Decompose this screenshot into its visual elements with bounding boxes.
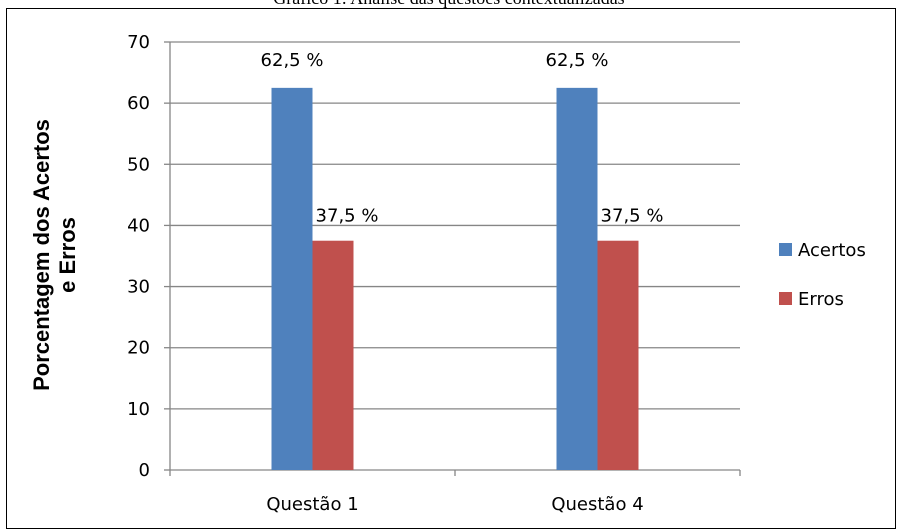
grid-lines: [170, 41, 740, 410]
y-axis-title-group: Porcentagem dos Acertos e Erros: [29, 119, 80, 391]
x-tick-label-1: Questão 4: [551, 494, 643, 515]
data-labels: 62,5 % 37,5 % 62,5 % 37,5 %: [261, 50, 664, 227]
axes: [164, 41, 741, 476]
legend-swatch-acertos: [779, 243, 792, 256]
data-label-acertos-0: 62,5 %: [261, 50, 324, 71]
bar-acertos-0: [271, 87, 313, 470]
data-label-erros-0: 37,5 %: [316, 206, 379, 227]
x-tick-labels: Questão 1 Questão 4: [266, 494, 643, 515]
data-label-acertos-1: 62,5 %: [546, 50, 609, 71]
y-tick-label-70: 70: [127, 32, 150, 53]
legend-label-acertos: Acertos: [798, 240, 866, 261]
bar-erros-1: [597, 240, 639, 470]
y-tick-label-0: 0: [139, 460, 150, 481]
data-label-erros-1: 37,5 %: [601, 206, 664, 227]
legend-label-erros: Erros: [798, 289, 844, 310]
legend-swatch-erros: [779, 292, 792, 305]
bar-erros-0: [312, 240, 354, 470]
y-axis-title-line-2: e Erros: [55, 217, 80, 293]
y-tick-label-20: 20: [127, 338, 150, 359]
bar-acertos-1: [556, 87, 598, 470]
y-tick-label-40: 40: [127, 215, 150, 236]
y-tick-label-60: 60: [127, 93, 150, 114]
y-tick-labels: 0 10 20 30 40 50 60 70: [127, 32, 150, 481]
y-axis-title-line-1: Porcentagem dos Acertos: [29, 119, 54, 391]
legend: Acertos Erros: [779, 240, 866, 310]
x-tick-label-0: Questão 1: [266, 494, 358, 515]
y-tick-label-10: 10: [127, 399, 150, 420]
chart-title: Gráfico 1: Análise das questões contextu…: [273, 0, 624, 8]
chart-border: [6, 8, 896, 529]
y-tick-label-50: 50: [127, 154, 150, 175]
y-tick-label-30: 30: [127, 277, 150, 298]
bars: [271, 87, 639, 470]
